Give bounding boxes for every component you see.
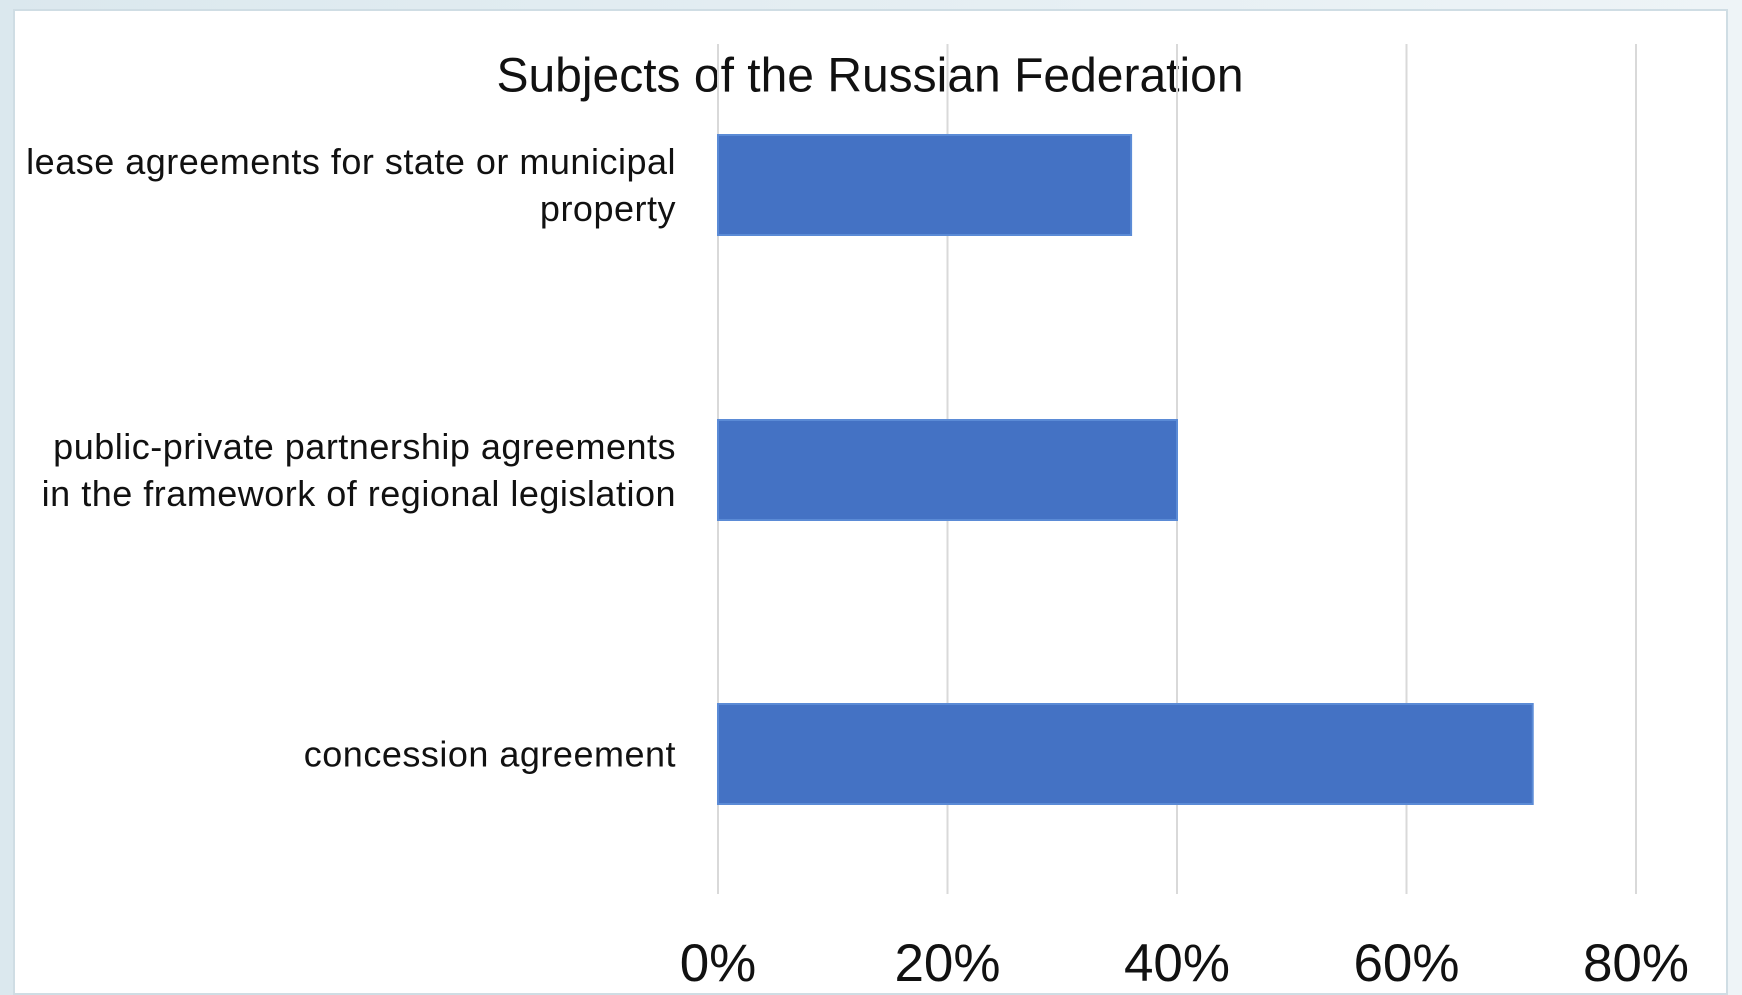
x-tick-label: 80% bbox=[1583, 934, 1689, 993]
x-tick-label: 20% bbox=[894, 934, 1000, 993]
bar bbox=[717, 134, 1133, 236]
x-tick-label: 60% bbox=[1353, 934, 1459, 993]
y-tick-label: public-private partnership agreements in… bbox=[41, 426, 676, 514]
y-tick-label: concession agreement bbox=[303, 733, 676, 775]
y-tick-label: lease agreements for state or municipal … bbox=[26, 141, 676, 229]
x-tick-label: 40% bbox=[1124, 934, 1230, 993]
chart-title: Subjects of the Russian Federation bbox=[496, 50, 1243, 103]
x-tick-label: 0% bbox=[680, 934, 757, 993]
bar bbox=[717, 703, 1534, 805]
bar bbox=[717, 419, 1178, 521]
